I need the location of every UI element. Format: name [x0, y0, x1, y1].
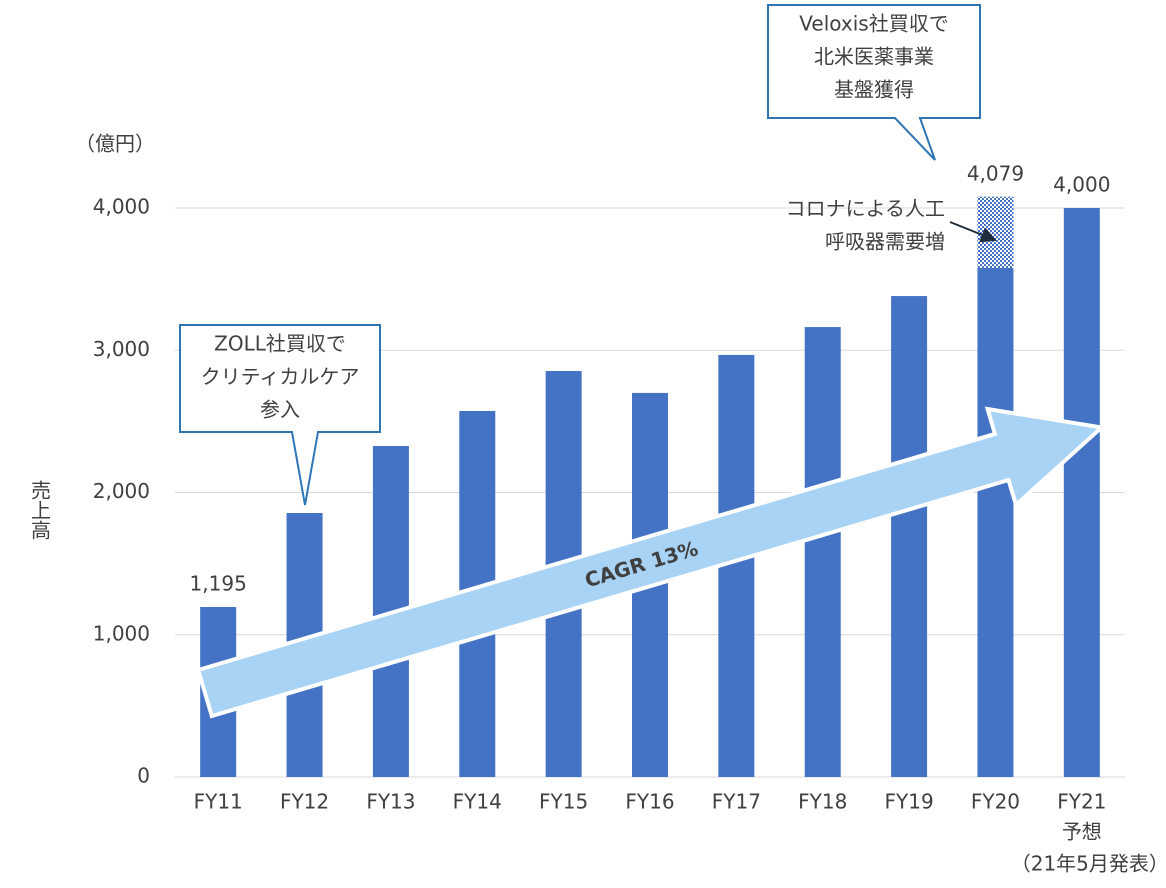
callout-text: 基盤獲得 [834, 78, 914, 102]
x-tick-label: FY11 [194, 790, 243, 814]
x-tick-label: FY17 [712, 790, 761, 814]
highlight-pointer [949, 221, 997, 243]
callout-box [767, 4, 981, 161]
y-tick-label: 2,000 [93, 479, 150, 503]
callout-text: クリティカルケア [201, 365, 360, 389]
bar [804, 327, 841, 777]
arrow-shape [195, 406, 1106, 719]
value-label: 4,000 [1053, 173, 1110, 197]
x-tick-label: FY15 [539, 790, 588, 814]
y-tick-label: 4,000 [93, 195, 150, 219]
y-axis-label: 売上高 [28, 480, 52, 540]
forecast-note: 予想 [1062, 820, 1102, 844]
y-tick-label: 1,000 [93, 621, 150, 645]
callout-text: 北米医薬事業 [814, 45, 934, 69]
callout-text: 参入 [260, 398, 300, 422]
highlight-segment [977, 196, 1014, 269]
bar [1063, 208, 1100, 777]
x-tick-label: FY12 [280, 790, 329, 814]
x-tick-label: FY20 [971, 790, 1020, 814]
forecast-note: （21年5月発表） [1011, 852, 1166, 876]
bar [891, 296, 928, 777]
unit-label: （億円） [75, 132, 155, 156]
callout-text: ZOLL社買収で [214, 332, 346, 356]
x-tick-label: FY16 [625, 790, 674, 814]
highlight-label: コロナによる人工 [786, 197, 945, 221]
value-label: 4,079 [967, 161, 1024, 185]
callout-box [179, 324, 381, 506]
callout-text: Veloxis社買収で [799, 12, 948, 36]
x-tick-label: FY19 [885, 790, 934, 814]
x-tick-label: FY14 [453, 790, 502, 814]
x-tick-label: FY18 [798, 790, 847, 814]
y-tick-label: 0 [137, 764, 150, 788]
x-tick-label: FY21 [1057, 790, 1106, 814]
value-label: 1,195 [190, 572, 247, 596]
highlight-label: 呼吸器需要増 [825, 230, 945, 254]
x-tick-label: FY13 [366, 790, 415, 814]
y-tick-label: 3,000 [93, 337, 150, 361]
